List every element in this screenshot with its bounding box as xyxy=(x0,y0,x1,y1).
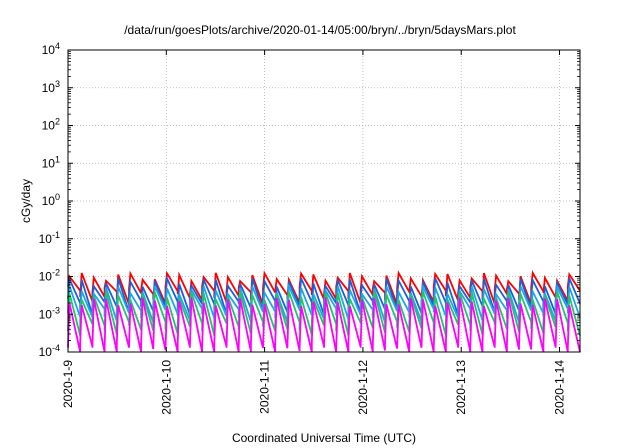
y-tick-label: 104 xyxy=(42,41,60,57)
y-tick-label: 100 xyxy=(42,192,60,208)
y-tick-label: 102 xyxy=(42,117,60,133)
chart-title: /data/run/goesPlots/archive/2020-01-14/0… xyxy=(124,23,516,37)
y-tick-label: 103 xyxy=(42,79,60,95)
x-tick-label: 2020-1-14 xyxy=(553,360,567,415)
series-group xyxy=(67,270,581,353)
series-line xyxy=(67,297,581,353)
x-tick-label: 2020-1-12 xyxy=(356,360,370,415)
x-tick-label: 2020-1-13 xyxy=(454,360,468,415)
y-tick-label: 10-3 xyxy=(39,305,60,321)
y-tick-label: 10-4 xyxy=(39,343,60,359)
x-tick-label: 2020-1-10 xyxy=(159,360,173,415)
x-tick-label: 2020-1-11 xyxy=(258,360,272,414)
y-tick-label: 10-2 xyxy=(39,268,60,284)
y-tick-label: 101 xyxy=(42,154,60,170)
y-tick-label: 10-1 xyxy=(39,230,60,246)
y-axis-label: cGy/day xyxy=(19,179,33,223)
x-axis: 2020-1-9 2020-1-10 2020-1-11 2020-1-12 2020-… xyxy=(61,50,567,415)
x-tick-label: 2020-1-9 xyxy=(61,360,75,408)
x-axis-label: Coordinated Universal Time (UTC) xyxy=(232,431,416,445)
